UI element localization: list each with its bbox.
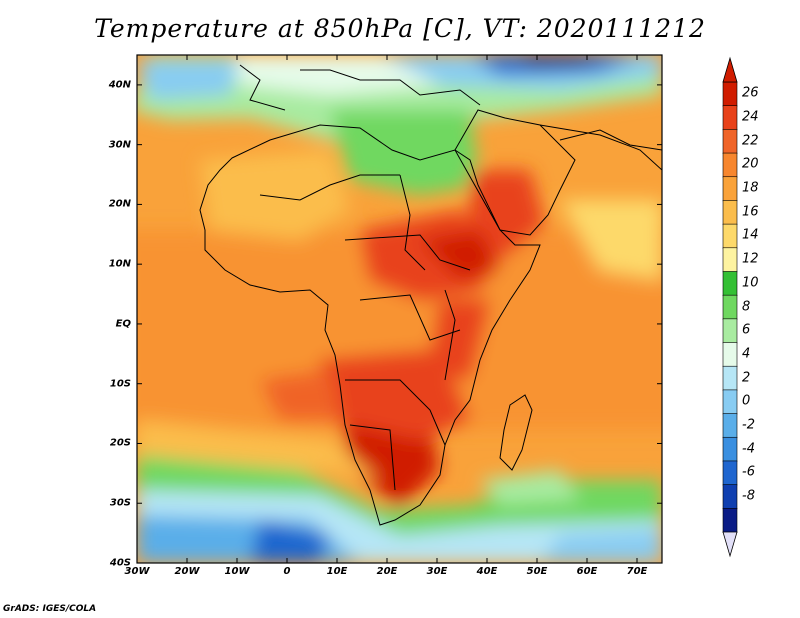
lat-label: 30S <box>109 497 131 509</box>
colorbar-swatch <box>722 81 738 107</box>
colorbar-label: 14 <box>742 227 759 243</box>
colorbar-label: -6 <box>742 464 755 480</box>
colorbar-swatch <box>722 294 738 320</box>
lon-label: 30W <box>124 566 150 577</box>
axis-ticks <box>136 55 662 564</box>
lat-label: 40S <box>109 557 131 569</box>
colorbar-swatch <box>722 484 738 510</box>
colorbar-label: 12 <box>742 251 759 267</box>
colorbar-swatch <box>722 247 738 273</box>
colorbar-swatch <box>722 105 738 131</box>
colorbar-label: 18 <box>742 180 759 196</box>
colorbar-swatch <box>722 389 738 415</box>
map-frame <box>136 54 663 564</box>
colorbar-label: 8 <box>742 299 751 314</box>
lat-label: 10S <box>109 378 131 390</box>
colorbar-swatch <box>722 152 738 178</box>
colorbar-label: 26 <box>742 85 759 101</box>
colorbar-label: -4 <box>742 441 755 457</box>
lat-label: 40N <box>108 79 131 91</box>
colorbar-label: 16 <box>742 204 759 220</box>
lon-label: 60E <box>576 566 598 577</box>
lon-label: 50E <box>526 566 548 577</box>
colorbar-label: 2 <box>742 370 751 386</box>
colorbar-bottom-arrow <box>722 531 738 558</box>
colorbar-label: 24 <box>742 109 759 125</box>
colorbar-label: 20 <box>742 156 759 172</box>
lon-label: 30E <box>426 566 448 577</box>
colorbar-swatch <box>722 129 738 154</box>
colorbar-label: 0 <box>742 393 751 409</box>
colorbar-swatch <box>722 460 738 486</box>
lon-label: 10W <box>224 566 250 577</box>
colorbar-label: 4 <box>742 346 751 362</box>
colorbar <box>722 56 738 558</box>
lon-label: 40E <box>476 566 498 577</box>
colorbar-swatch <box>722 176 738 202</box>
lat-label: 20S <box>109 437 131 449</box>
colorbar-swatch <box>722 436 738 462</box>
colorbar-swatch <box>722 342 738 368</box>
colorbar-label: 10 <box>742 275 759 291</box>
lon-label: 70E <box>626 566 648 577</box>
colorbar-swatch <box>722 200 738 225</box>
colorbar-swatch <box>722 223 738 249</box>
coastlines <box>199 64 662 526</box>
colorbar-swatch <box>722 271 738 296</box>
lat-label: 10N <box>108 258 131 270</box>
lat-label: 20N <box>108 198 131 210</box>
colorbar-swatch <box>722 318 738 344</box>
colorbar-swatch <box>722 413 738 439</box>
lon-label: 20E <box>376 566 398 577</box>
credit-text: GrADS: IGES/COLA <box>3 604 97 614</box>
lat-label: EQ <box>115 318 131 330</box>
temperature-field <box>137 55 662 563</box>
colorbar-swatch <box>722 508 738 533</box>
lon-label: 10E <box>326 566 348 577</box>
colorbar-label: 6 <box>742 322 751 338</box>
colorbar-label: -8 <box>742 488 755 504</box>
lon-label: 20W <box>174 566 200 577</box>
colorbar-top-arrow <box>722 56 738 83</box>
lat-label: 30N <box>108 139 131 151</box>
map-title: Temperature at 850hPa [C], VT: 202011121… <box>94 14 706 43</box>
colorbar-swatch <box>722 365 738 391</box>
colorbar-label: -2 <box>742 417 755 433</box>
colorbar-label: 22 <box>742 133 759 149</box>
lon-label: 0 <box>283 566 291 577</box>
